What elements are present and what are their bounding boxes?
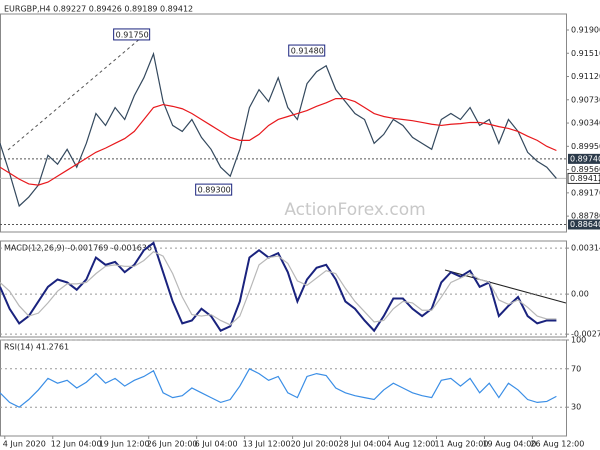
x-tick-label: 19 Aug 04:00 [482, 440, 536, 449]
y-tick-label: 100 [571, 336, 586, 345]
x-tick-label: 4 Aug 12:00 [387, 440, 436, 449]
series-line [0, 250, 557, 326]
x-tick-label: 6 Jul 04:00 [195, 440, 238, 449]
x-tick-label: 26 Jun 20:00 [147, 440, 198, 449]
x-tick-label: 13 Jul 12:00 [243, 440, 291, 449]
annotation-box [288, 44, 326, 57]
annotation-box [195, 183, 233, 196]
x-tick-label: 28 Jul 04:00 [339, 440, 387, 449]
annotation-label: 0.91750 [116, 30, 149, 39]
annotation-label: 0.89300 [198, 186, 231, 195]
level-label: 0.88640 [570, 220, 600, 229]
level-box [568, 153, 600, 164]
last-price-box [567, 172, 600, 184]
y-tick-label: 0.00 [571, 290, 589, 299]
x-tick-label: 11 Aug 20:00 [434, 440, 488, 449]
x-tick-label: 19 Jun 12:00 [99, 440, 150, 449]
annotation-box [113, 28, 151, 41]
panel-frame [0, 339, 567, 437]
panel-title: RSI(14) 41.2761 [4, 343, 69, 352]
x-tick-label: 4 Jun 2020 [3, 440, 46, 449]
watermark: ActionForex.com [284, 200, 425, 220]
y-tick-label: 70 [571, 364, 581, 373]
panel-title: MACD(12,26,9) -0.001769 -0.001636 [4, 244, 152, 253]
y-tick-label: 0.003143 [571, 244, 600, 253]
series-line [0, 97, 557, 186]
x-tick-label: 20 Jul 20:00 [291, 440, 339, 449]
level-label: 0.89740 [570, 154, 600, 163]
series-line [0, 51, 557, 208]
annotation-label: 0.91480 [291, 47, 324, 56]
last-price-label: 0.89412 [570, 174, 600, 183]
header: EURGBP,H4 0.89227 0.89426 0.89189 0.8941… [4, 5, 193, 14]
level-box [568, 219, 600, 230]
y-tick-label: 30 [571, 403, 581, 412]
x-tick-label: 26 Aug 12:00 [530, 440, 584, 449]
y-tick-label: -0.002737 [571, 330, 600, 339]
series-line [0, 368, 557, 408]
x-tick-label: 12 Jun 04:00 [51, 440, 102, 449]
trendline [7, 31, 149, 151]
series-line [0, 241, 557, 333]
